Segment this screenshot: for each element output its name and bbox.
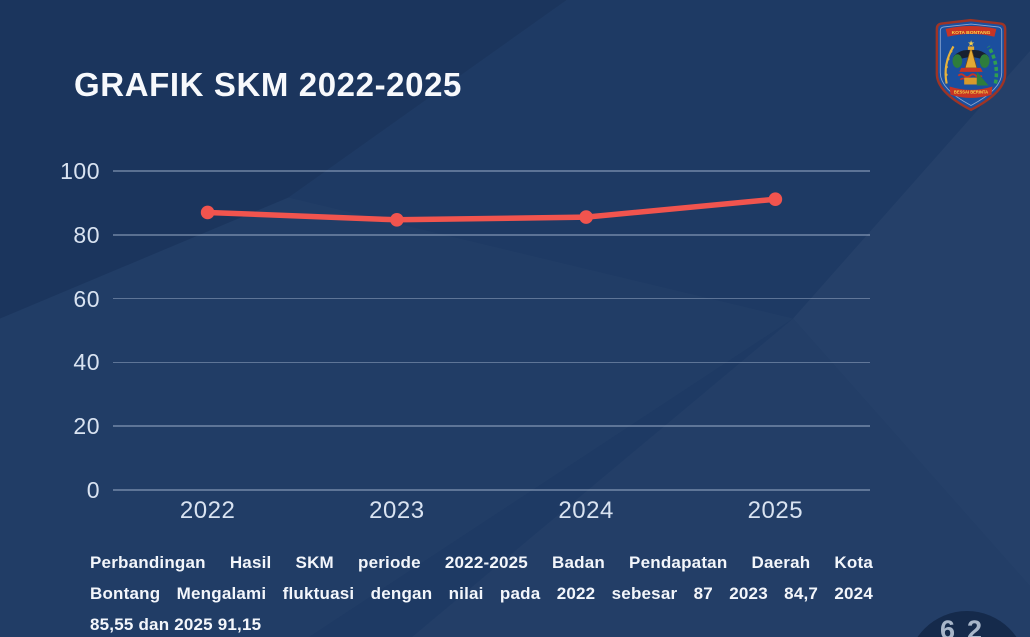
x-axis-label: 2022 <box>179 497 236 524</box>
gridline <box>113 361 870 364</box>
logo-banner-top-text: KOTA BONTANG <box>952 30 991 36</box>
gridline <box>113 234 870 236</box>
logo-banner-bottom-text: BESSAI BERINTA <box>954 89 988 94</box>
x-axis-label: 2023 <box>369 497 425 524</box>
x-axis-label: 2025 <box>747 497 804 524</box>
logo-emblem <box>944 45 999 86</box>
x-axis-label: 2024 <box>558 497 614 524</box>
y-axis-label: 100 <box>60 158 100 184</box>
gridline <box>113 425 870 427</box>
chart-caption: Perbandingan Hasil SKM periode 2022-2025… <box>90 547 873 637</box>
caption-line: Perbandingan Hasil SKM periode 2022-2025… <box>90 553 873 572</box>
y-axis-label: 80 <box>73 221 100 248</box>
caption-line: Bontang Mengalami fluktuasi dengan nilai… <box>90 584 873 603</box>
logo-banner-top: KOTA BONTANG <box>945 26 997 37</box>
logo-banner-bottom: BESSAI BERINTA <box>949 86 993 98</box>
y-axis-label: 60 <box>73 285 100 312</box>
kota-bontang-logo-icon: KOTA BONTANG ★ BESSAI BERINTA <box>935 18 1007 112</box>
page-number-text: 62 <box>939 615 995 637</box>
y-axis-label: 40 <box>73 349 100 376</box>
gridline <box>113 489 870 491</box>
page-title: GRAFIK SKM 2022-2025 <box>74 66 462 103</box>
gridline <box>113 297 870 300</box>
caption-line: 85,55 dan 2025 91,15 <box>90 615 262 634</box>
y-axis-label: 0 <box>86 477 100 503</box>
y-axis-label: 20 <box>73 413 100 440</box>
logo-star-icon: ★ <box>968 39 975 48</box>
gridline <box>113 170 870 172</box>
